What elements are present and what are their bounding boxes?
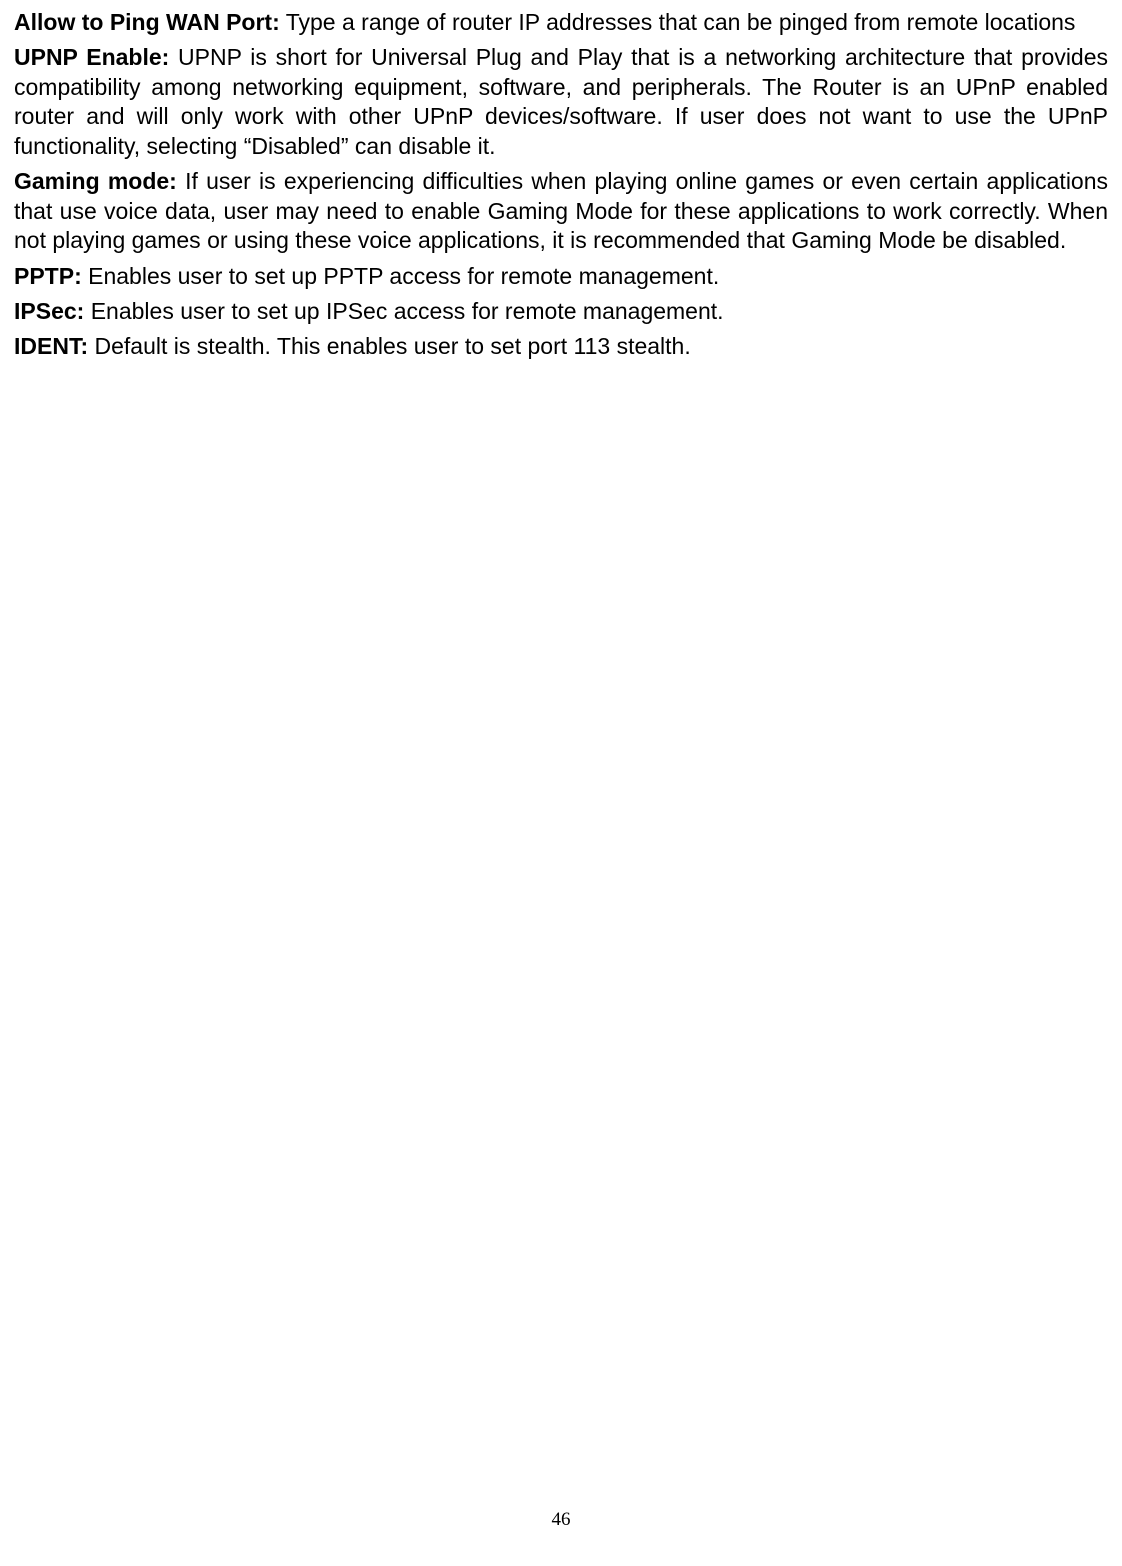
text-gaming: If user is experiencing difficulties whe… (14, 168, 1108, 253)
label-ping-wan: Allow to Ping WAN Port: (14, 9, 280, 35)
label-pptp: PPTP: (14, 263, 82, 289)
text-ident: Default is stealth. This enables user to… (88, 333, 691, 359)
label-gaming: Gaming mode: (14, 168, 177, 194)
label-upnp: UPNP Enable: (14, 44, 169, 70)
paragraph-ipsec: IPSec: Enables user to set up IPSec acce… (14, 297, 1108, 326)
paragraph-gaming: Gaming mode: If user is experiencing dif… (14, 167, 1108, 255)
label-ipsec: IPSec: (14, 298, 84, 324)
paragraph-pptp: PPTP: Enables user to set up PPTP access… (14, 262, 1108, 291)
text-upnp: UPNP is short for Universal Plug and Pla… (14, 44, 1108, 158)
label-ident: IDENT: (14, 333, 88, 359)
paragraph-ident: IDENT: Default is stealth. This enables … (14, 332, 1108, 361)
text-ping-wan: Type a range of router IP addresses that… (280, 9, 1076, 35)
paragraph-upnp: UPNP Enable: UPNP is short for Universal… (14, 43, 1108, 161)
paragraph-ping-wan: Allow to Ping WAN Port: Type a range of … (14, 8, 1108, 37)
text-ipsec: Enables user to set up IPSec access for … (84, 298, 723, 324)
page-content: Allow to Ping WAN Port: Type a range of … (0, 0, 1122, 362)
text-pptp: Enables user to set up PPTP access for r… (82, 263, 720, 289)
page-number: 46 (0, 1509, 1122, 1531)
